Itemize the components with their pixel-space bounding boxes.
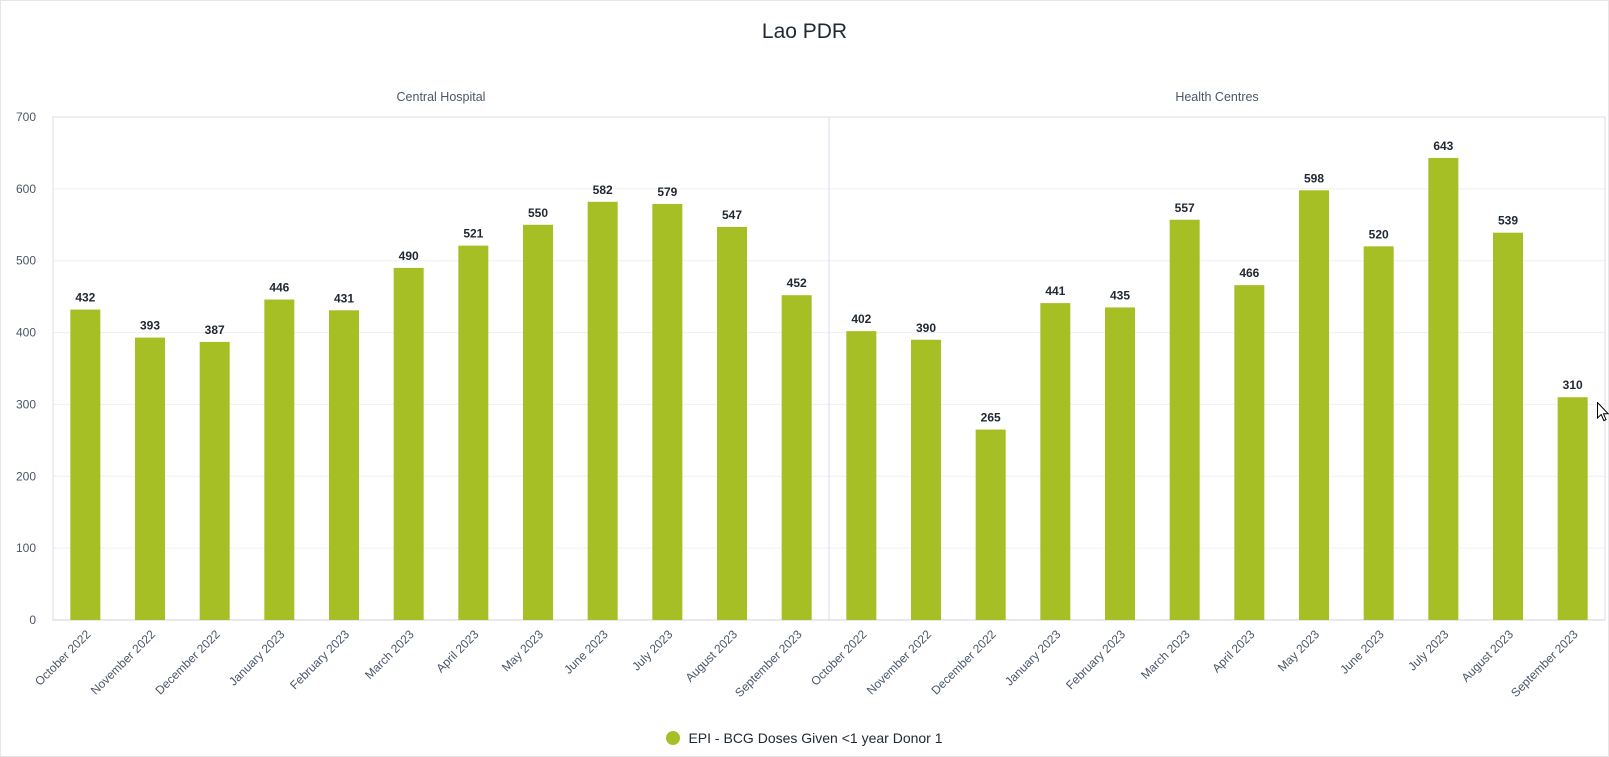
data-label: 435 <box>1110 288 1130 302</box>
y-tick-label: 600 <box>16 182 36 196</box>
data-label: 598 <box>1304 171 1324 185</box>
bar <box>1493 232 1523 620</box>
x-tick-label: October 2022 <box>32 627 94 689</box>
x-tick-label: July 2023 <box>629 627 675 673</box>
bar <box>652 203 683 620</box>
y-tick-label: 0 <box>29 613 36 627</box>
data-label: 490 <box>399 249 419 263</box>
x-tick-label: June 2023 <box>561 627 611 677</box>
data-label: 520 <box>1369 227 1389 241</box>
y-tick-label: 400 <box>16 326 36 340</box>
legend-swatch <box>666 731 681 745</box>
x-tick-label: October 2022 <box>808 627 870 689</box>
bar <box>264 299 295 620</box>
y-tick-label: 100 <box>16 541 36 555</box>
data-label: 643 <box>1433 139 1453 153</box>
data-label: 432 <box>75 291 95 305</box>
panel-title: Central Hospital <box>397 90 486 104</box>
legend-label: EPI - BCG Doses Given <1 year Donor 1 <box>688 730 943 746</box>
x-tick-label: July 2023 <box>1405 627 1451 673</box>
y-tick-label: 500 <box>16 254 36 268</box>
data-label: 579 <box>657 185 677 199</box>
x-tick-label: November 2022 <box>864 627 935 698</box>
data-label: 310 <box>1563 378 1583 392</box>
data-label: 402 <box>851 312 871 326</box>
data-label: 452 <box>787 276 807 290</box>
y-tick-label: 200 <box>16 469 36 483</box>
x-tick-label: March 2023 <box>362 627 417 682</box>
data-label: 547 <box>722 208 742 222</box>
x-tick-label: June 2023 <box>1337 627 1387 677</box>
bar <box>199 341 230 620</box>
data-label: 466 <box>1239 266 1259 280</box>
bar <box>1105 307 1135 620</box>
bar <box>393 267 424 620</box>
x-tick-label: February 2023 <box>1063 627 1128 692</box>
x-tick-label: January 2023 <box>226 627 288 689</box>
x-tick-label: March 2023 <box>1138 627 1193 682</box>
x-tick-label: August 2023 <box>1459 627 1517 685</box>
bar <box>1040 303 1071 620</box>
mouse-cursor-icon <box>1597 402 1609 422</box>
data-label: 557 <box>1175 201 1195 215</box>
bar <box>1557 397 1588 620</box>
data-label: 446 <box>269 281 289 295</box>
bar <box>458 245 489 621</box>
bar <box>1234 285 1265 620</box>
data-label: 431 <box>334 291 354 305</box>
x-tick-label: April 2023 <box>1209 627 1257 675</box>
x-tick-label: February 2023 <box>287 627 352 692</box>
bar <box>1363 246 1394 621</box>
data-label: 441 <box>1045 284 1065 298</box>
data-label: 265 <box>981 411 1001 425</box>
bar <box>70 309 101 620</box>
legend[interactable]: EPI - BCG Doses Given <1 year Donor 1 <box>0 730 1609 746</box>
bar <box>781 295 812 620</box>
bar <box>587 201 618 620</box>
data-label: 550 <box>528 206 548 220</box>
x-tick-label: April 2023 <box>433 627 481 675</box>
x-tick-label: November 2022 <box>88 627 159 698</box>
x-tick-label: September 2023 <box>732 627 805 700</box>
bar <box>1428 157 1459 621</box>
bar <box>1299 190 1329 620</box>
x-tick-label: September 2023 <box>1508 627 1581 700</box>
data-label: 393 <box>140 319 160 333</box>
panel-title: Health Centres <box>1175 90 1258 104</box>
chart-title: Lao PDR <box>761 20 848 43</box>
x-tick-label: January 2023 <box>1002 627 1064 689</box>
bar <box>911 339 941 620</box>
x-tick-label: May 2023 <box>499 627 546 674</box>
y-tick-label: 300 <box>16 397 36 411</box>
x-tick-label: August 2023 <box>683 627 741 685</box>
bar <box>975 429 1006 620</box>
data-label: 539 <box>1498 214 1518 228</box>
x-tick-label: December 2022 <box>153 627 224 698</box>
x-tick-label: December 2022 <box>929 627 1000 698</box>
data-label: 390 <box>916 321 936 335</box>
bar <box>717 226 747 621</box>
x-tick-label: May 2023 <box>1275 627 1322 674</box>
data-label: 521 <box>463 227 483 241</box>
bar <box>523 224 553 621</box>
bar <box>1169 219 1200 620</box>
bar <box>846 331 877 620</box>
bar <box>135 337 165 620</box>
y-tick-label: 700 <box>16 110 36 124</box>
data-label: 387 <box>205 323 225 337</box>
data-label: 582 <box>593 183 613 197</box>
bar <box>329 310 359 620</box>
